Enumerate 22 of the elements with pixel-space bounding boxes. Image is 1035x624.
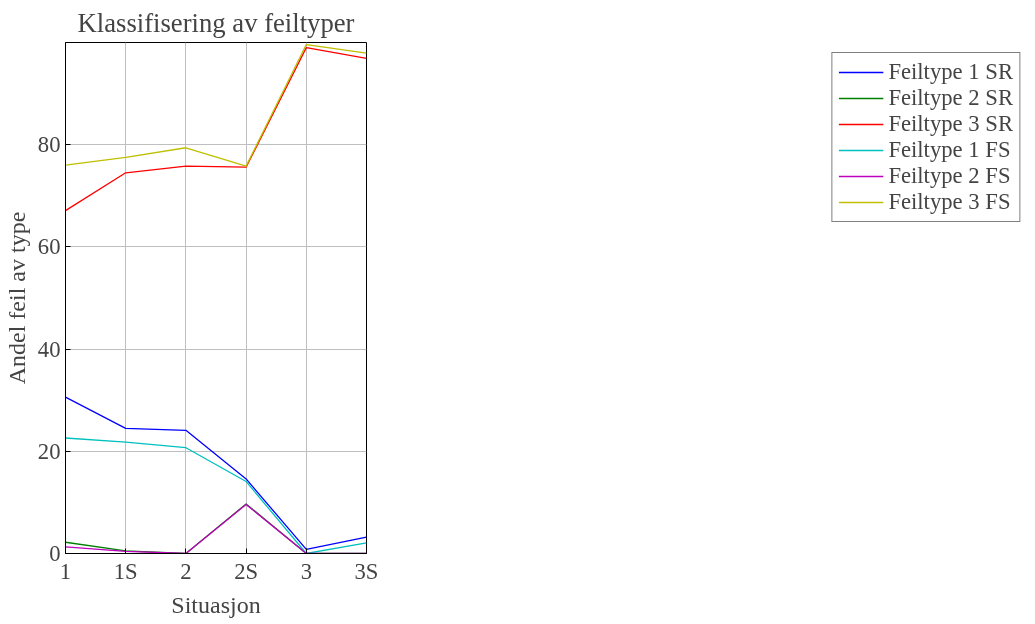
x-tick-label: 1S <box>113 558 138 584</box>
legend-label: Feiltype 2 SR <box>888 85 1013 111</box>
x-tick-label: 2 <box>180 558 192 584</box>
y-tick-label: 60 <box>37 234 61 260</box>
x-axis-title: Situasjon <box>171 591 261 618</box>
legend-label: Feiltype 1 FS <box>888 137 1011 163</box>
x-tick-label: 3 <box>300 558 312 584</box>
y-axis-title: Andel feil av type <box>3 211 30 385</box>
chart-title: Klassifisering av feiltyper <box>77 7 355 38</box>
line-series <box>65 46 367 212</box>
x-tick-label: 2S <box>234 558 259 584</box>
x-tick-label: 1 <box>59 558 72 584</box>
line-series <box>65 43 367 167</box>
legend-label: Feiltype 2 FS <box>888 163 1011 189</box>
legend-label: Feiltype 3 FS <box>888 189 1011 215</box>
y-tick-label: 0 <box>49 541 61 566</box>
y-tick-label: 40 <box>37 336 61 362</box>
x-tick-label: 3S <box>354 558 379 584</box>
y-tick-label: 80 <box>37 132 61 158</box>
legend-label: Feiltype 1 SR <box>888 59 1013 85</box>
y-tick-label: 20 <box>37 438 61 464</box>
legend-label: Feiltype 3 SR <box>888 111 1013 137</box>
